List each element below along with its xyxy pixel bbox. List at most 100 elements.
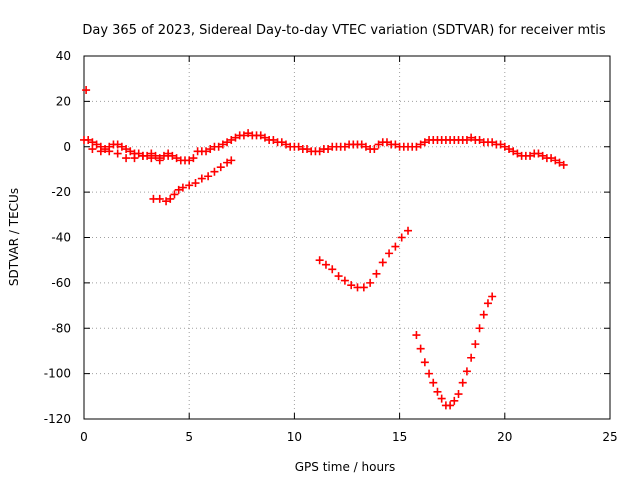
y-tick-label: 40 (56, 49, 71, 63)
data-point (496, 140, 505, 149)
y-tick-label: -60 (51, 276, 71, 290)
series-v-curve-1 (315, 226, 413, 292)
data-point (361, 142, 370, 151)
data-point (559, 160, 568, 169)
data-point (174, 185, 183, 194)
data-point (509, 147, 518, 156)
y-tick-label: -40 (51, 231, 71, 245)
data-point (294, 142, 303, 151)
data-point (101, 145, 110, 154)
data-point (467, 133, 476, 142)
data-point (425, 369, 434, 378)
x-tick-label: 20 (497, 430, 512, 444)
x-tick-label: 15 (392, 430, 407, 444)
data-point (370, 145, 379, 154)
data-point (372, 269, 381, 278)
data-point (450, 396, 459, 405)
series-main-band (80, 129, 568, 169)
data-point (88, 138, 97, 147)
data-point (204, 172, 213, 181)
data-point (105, 147, 114, 156)
data-point (231, 133, 240, 142)
data-point (479, 310, 488, 319)
data-point (191, 179, 200, 188)
x-axis-label: GPS time / hours (295, 460, 396, 474)
data-point (366, 278, 375, 287)
data-point (117, 142, 126, 151)
data-point (551, 156, 560, 165)
data-point (315, 147, 324, 156)
data-point (505, 145, 514, 154)
data-point (223, 158, 232, 167)
series-outliers (82, 86, 91, 95)
data-point (166, 194, 175, 203)
data-point (151, 151, 160, 160)
x-tick-label: 10 (287, 430, 302, 444)
data-point (534, 149, 543, 158)
data-point (555, 158, 564, 167)
data-point (122, 145, 131, 154)
y-tick-label: -80 (51, 321, 71, 335)
data-point (458, 378, 467, 387)
data-point (416, 344, 425, 353)
data-point (412, 142, 421, 151)
data-point (357, 140, 366, 149)
data-point (454, 390, 463, 399)
data-point (216, 163, 225, 172)
y-tick-label: 0 (63, 140, 71, 154)
data-point (467, 353, 476, 362)
data-point (96, 147, 105, 156)
data-point (197, 174, 206, 183)
data-point (256, 131, 265, 140)
data-point (113, 140, 122, 149)
data-point (223, 138, 232, 147)
data-point (189, 154, 198, 163)
data-point (269, 135, 278, 144)
data-point (340, 276, 349, 285)
x-tick-label: 0 (80, 430, 88, 444)
data-point (239, 131, 248, 140)
data-point (214, 142, 223, 151)
data-point (538, 151, 547, 160)
data-point (526, 151, 535, 160)
data-point (210, 167, 219, 176)
data-point (437, 394, 446, 403)
x-tick-label: 25 (602, 430, 617, 444)
data-point (202, 147, 211, 156)
data-point (382, 138, 391, 147)
data-point (412, 331, 421, 340)
data-point (385, 249, 394, 258)
y-axis-label: SDTVAR / TECUs (7, 188, 21, 286)
x-tick-label: 5 (185, 430, 193, 444)
data-point (147, 154, 156, 163)
data-point (92, 140, 101, 149)
data-point (170, 190, 179, 199)
data-point (164, 151, 173, 160)
data-point (155, 156, 164, 165)
data-point (488, 292, 497, 301)
data-point (315, 256, 324, 265)
data-point (172, 154, 181, 163)
data-point (281, 140, 290, 149)
data-point (471, 340, 480, 349)
data-point (462, 367, 471, 376)
data-point (328, 265, 337, 274)
data-point (155, 194, 164, 203)
y-tick-label: 20 (56, 94, 71, 108)
data-point (88, 145, 97, 154)
data-point (334, 272, 343, 281)
data-point (84, 135, 93, 144)
data-point (420, 358, 429, 367)
series-rising-segment (149, 156, 236, 206)
data-point (244, 129, 253, 138)
data-point (462, 135, 471, 144)
data-point (475, 135, 484, 144)
data-point (420, 138, 429, 147)
grid (84, 56, 610, 419)
data-point (82, 86, 91, 95)
data-point (218, 140, 227, 149)
data-point (378, 258, 387, 267)
plot-frame (83, 55, 611, 420)
data-points (80, 86, 568, 410)
